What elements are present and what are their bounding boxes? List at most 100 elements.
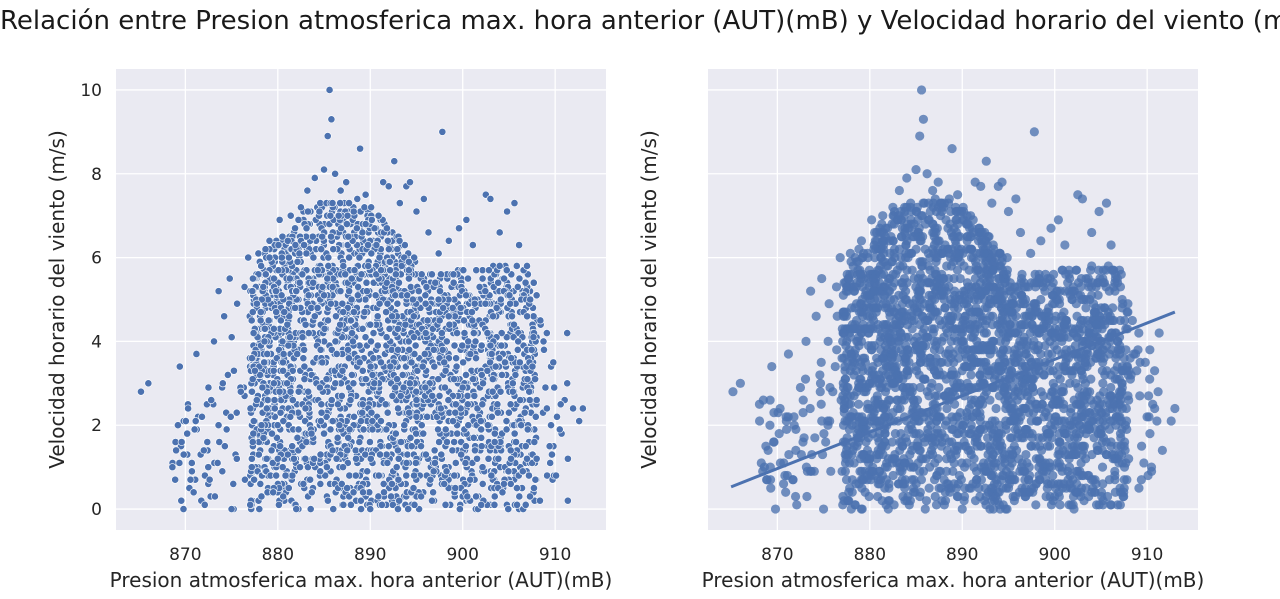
cloud-point <box>854 244 864 254</box>
cloud-point <box>411 341 420 350</box>
cloud-point <box>448 303 457 312</box>
cloud-point <box>550 383 559 392</box>
data-point <box>301 404 310 413</box>
cloud-point <box>873 491 883 502</box>
cloud-point <box>469 375 477 384</box>
cloud-point <box>861 437 871 447</box>
cloud-point <box>942 328 953 338</box>
cloud-point <box>1066 403 1076 414</box>
cloud-point <box>278 337 287 346</box>
cloud-point <box>269 324 278 333</box>
cloud-point <box>191 417 200 425</box>
cloud-point <box>487 350 496 358</box>
cloud-point <box>400 241 409 249</box>
cloud-point <box>954 470 965 481</box>
data-point <box>174 421 182 430</box>
cloud-point <box>420 350 429 358</box>
cloud-point <box>342 220 351 228</box>
cloud-point <box>353 291 362 300</box>
cloud-point <box>842 336 852 347</box>
cloud-point <box>419 429 428 438</box>
data-point <box>320 429 328 438</box>
cloud-point <box>826 466 836 476</box>
cloud-point <box>248 287 257 296</box>
cloud-point <box>1049 479 1059 489</box>
cloud-point <box>374 471 383 480</box>
cloud-point <box>295 249 304 258</box>
cloud-point <box>283 320 292 329</box>
cloud-point <box>370 379 379 388</box>
cloud-point <box>972 408 982 418</box>
cloud-point <box>1002 345 1012 355</box>
cloud-point <box>907 248 917 258</box>
cloud-point <box>322 375 331 384</box>
cloud-point <box>391 270 400 279</box>
cloud-point <box>334 211 343 220</box>
cloud-point <box>1119 462 1130 472</box>
cloud-point <box>490 492 499 501</box>
cloud-point <box>435 316 444 325</box>
cloud-point <box>277 253 286 262</box>
cloud-point <box>939 294 949 305</box>
cloud-point <box>1113 336 1123 347</box>
cloud-point <box>790 491 801 502</box>
cloud-point <box>269 366 278 375</box>
cloud-point <box>363 467 372 476</box>
cloud-point <box>525 471 533 480</box>
cloud-point <box>452 362 461 371</box>
cloud-point <box>179 450 188 459</box>
cloud-point <box>489 312 497 321</box>
cloud-point <box>367 337 375 346</box>
data-point <box>486 341 495 350</box>
cloud-point <box>339 463 347 472</box>
cloud-point <box>394 446 402 455</box>
cloud-point <box>933 236 943 246</box>
cloud-point <box>1113 500 1123 510</box>
x-axis-label: Presion atmosferica max. hora anterior (… <box>110 568 613 592</box>
cloud-point <box>272 308 281 316</box>
data-point <box>342 178 351 187</box>
cloud-point <box>970 496 981 506</box>
cloud-point <box>264 316 273 325</box>
cloud-point <box>283 236 292 245</box>
cloud-point <box>302 249 311 258</box>
cloud-point <box>439 303 448 312</box>
cloud-point <box>463 391 472 400</box>
cloud-point <box>350 266 359 275</box>
cloud-point <box>241 475 249 484</box>
data-point <box>366 505 375 513</box>
cloud-point <box>344 345 352 354</box>
data-point <box>327 115 336 124</box>
cloud-point <box>523 454 531 463</box>
cloud-point <box>423 316 432 325</box>
cloud-point <box>529 333 538 342</box>
cloud-point <box>349 207 358 216</box>
data-point <box>306 475 315 484</box>
cloud-point <box>548 450 556 459</box>
cloud-point <box>494 454 503 463</box>
cloud-point <box>391 383 400 392</box>
cloud-point <box>459 358 468 367</box>
cloud-point <box>1119 441 1129 451</box>
cloud-point <box>348 329 356 337</box>
cloud-point <box>385 324 394 333</box>
cloud-point <box>953 479 964 489</box>
cloud-point <box>1134 483 1144 493</box>
cloud-point <box>279 358 287 367</box>
y-tick-label: 8 <box>91 165 102 185</box>
cloud-point <box>293 350 302 358</box>
cloud-point <box>1040 408 1051 418</box>
cloud-point <box>368 425 377 434</box>
cloud-point <box>385 257 394 266</box>
cloud-point <box>400 421 409 430</box>
data-point <box>189 488 198 497</box>
cloud-point <box>405 379 414 388</box>
cloud-point <box>985 395 995 405</box>
cloud-point <box>853 424 863 435</box>
data-point <box>477 425 486 434</box>
cloud-point <box>449 278 458 287</box>
cloud-point <box>293 257 302 266</box>
cloud-point <box>418 362 427 371</box>
data-point <box>421 329 430 337</box>
cloud-point <box>505 291 514 300</box>
